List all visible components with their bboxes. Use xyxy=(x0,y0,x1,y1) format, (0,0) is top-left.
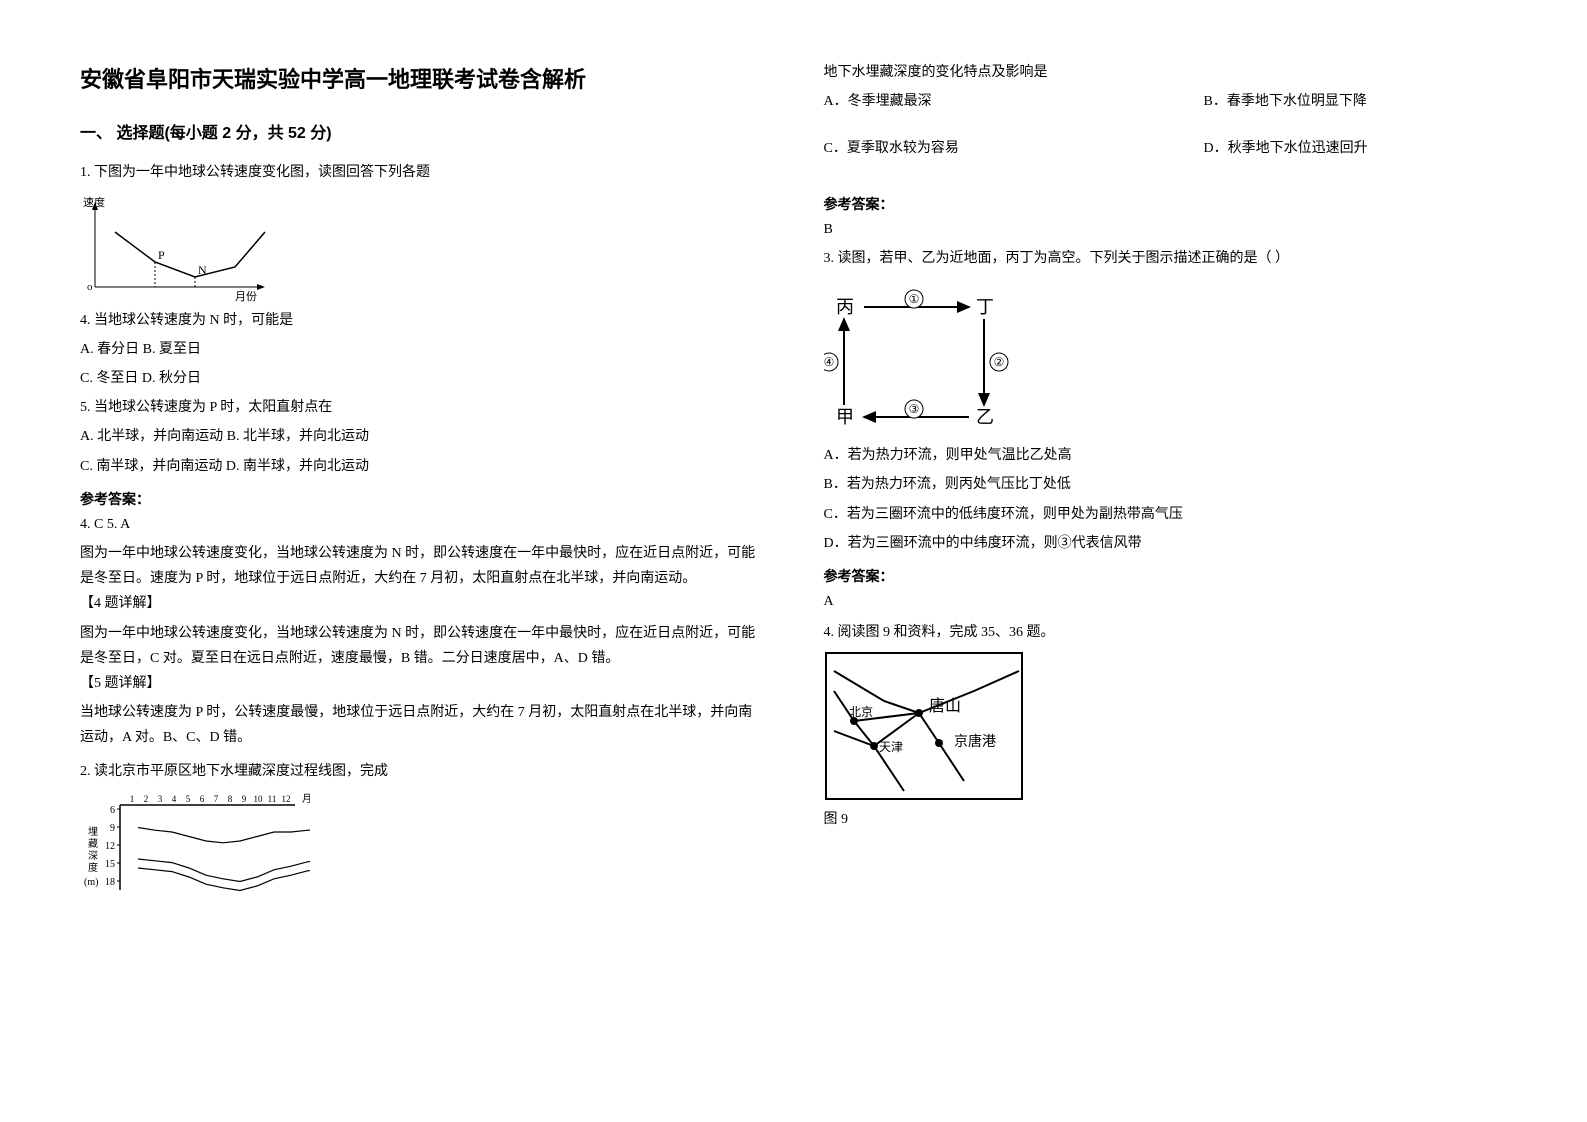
q2-answer: B xyxy=(824,217,1508,242)
q1-answer-label: 参考答案： xyxy=(80,487,764,512)
svg-text:6: 6 xyxy=(110,805,115,816)
q1-e5: 当地球公转速度为 P 时，公转速度最慢，地球位于远日点附近，大约在 7 月初，太… xyxy=(80,700,764,750)
svg-text:④: ④ xyxy=(824,355,834,369)
svg-text:12: 12 xyxy=(105,841,115,852)
svg-text:唐山: 唐山 xyxy=(929,697,961,715)
svg-text:11: 11 xyxy=(268,794,277,804)
q3-answer: A xyxy=(824,589,1508,614)
q1-answer: 4. C 5. A xyxy=(80,512,764,537)
svg-text:藏: 藏 xyxy=(88,838,98,850)
svg-text:丁: 丁 xyxy=(976,297,994,317)
q2-answer-label: 参考答案： xyxy=(824,192,1508,217)
svg-text:5: 5 xyxy=(186,794,191,804)
q1-sub5-opt1: A. 北半球，并向南运动 B. 北半球，并向北运动 xyxy=(80,424,764,449)
q3-diagram: 丙 丁甲 乙 ① ② ③ ④ xyxy=(824,277,1024,437)
svg-text:深: 深 xyxy=(88,850,98,862)
q1-sub4: 4. 当地球公转速度为 N 时，可能是 xyxy=(80,308,764,333)
svg-text:4: 4 xyxy=(172,794,177,804)
q1-sub4-opt2: C. 冬至日 D. 秋分日 xyxy=(80,366,764,391)
q4-map: 唐山京唐港 天津 北京 xyxy=(824,651,1024,801)
svg-text:3: 3 xyxy=(158,794,163,804)
svg-text:速度: 速度 xyxy=(83,195,105,209)
svg-text:9: 9 xyxy=(242,794,247,804)
q1-sub5-opt2: C. 南半球，并向南运动 D. 南半球，并向北运动 xyxy=(80,454,764,479)
page-title: 安徽省阜阳市天瑞实验中学高一地理联考试卷含解析 xyxy=(80,60,764,100)
svg-text:12: 12 xyxy=(282,794,291,804)
svg-text:1: 1 xyxy=(130,794,135,804)
q4-stem: 4. 阅读图 9 和资料，完成 35、36 题。 xyxy=(824,620,1508,645)
q3-answer-label: 参考答案： xyxy=(824,564,1508,589)
svg-text:乙: 乙 xyxy=(976,407,994,427)
section-heading: 一、 选择题(每小题 2 分，共 52 分) xyxy=(80,120,764,149)
q2-opt-d: D．秋季地下水位迅速回升 xyxy=(1204,136,1368,161)
svg-text:N: N xyxy=(198,263,207,277)
svg-text:丙: 丙 xyxy=(836,297,854,317)
q3-opt-c: C．若为三圈环流中的低纬度环流，则甲处为副热带高气压 xyxy=(824,502,1508,527)
svg-text:月份: 月份 xyxy=(302,793,310,805)
svg-text:京唐港: 京唐港 xyxy=(954,733,996,750)
q2-continue: 地下水埋藏深度的变化特点及影响是 xyxy=(824,60,1508,85)
q4-caption: 图 9 xyxy=(824,807,1508,832)
q1-chart: 速度月份 o N P xyxy=(80,192,270,302)
svg-text:15: 15 xyxy=(105,859,115,870)
q1-e5-title: 【5 题详解】 xyxy=(80,671,764,696)
svg-text:埋: 埋 xyxy=(88,826,98,838)
svg-text:北京: 北京 xyxy=(849,705,873,719)
q1-e4-title: 【4 题详解】 xyxy=(80,591,764,616)
svg-text:10: 10 xyxy=(254,794,264,804)
svg-text:7: 7 xyxy=(214,794,219,804)
svg-text:甲: 甲 xyxy=(836,407,854,427)
svg-text:9: 9 xyxy=(110,823,115,834)
svg-text:天津: 天津 xyxy=(879,740,903,754)
q2-chart: 123456789101112月份69121518埋藏深度(m)1980年199… xyxy=(80,790,310,900)
svg-text:o: o xyxy=(87,281,93,293)
svg-text:①: ① xyxy=(908,292,919,306)
q3-opt-a: A．若为热力环流，则甲处气温比乙处高 xyxy=(824,443,1508,468)
q2-opt-a: A．冬季埋藏最深 xyxy=(824,89,1204,114)
q3-opt-b: B．若为热力环流，则丙处气压比丁处低 xyxy=(824,472,1508,497)
svg-text:6: 6 xyxy=(200,794,205,804)
q1-sub4-opt1: A. 春分日 B. 夏至日 xyxy=(80,337,764,362)
svg-text:2: 2 xyxy=(144,794,149,804)
q1-e4: 图为一年中地球公转速度变化，当地球公转速度为 N 时，即公转速度在一年中最快时，… xyxy=(80,621,764,671)
q3-stem: 3. 读图，若甲、乙为近地面，丙丁为高空。下列关于图示描述正确的是（ ） xyxy=(824,246,1508,271)
svg-text:(m): (m) xyxy=(84,877,98,888)
svg-text:18: 18 xyxy=(105,877,115,888)
q2-stem: 2. 读北京市平原区地下水埋藏深度过程线图，完成 xyxy=(80,759,764,784)
q1-stem: 1. 下图为一年中地球公转速度变化图，读图回答下列各题 xyxy=(80,160,764,185)
svg-text:P: P xyxy=(158,248,165,262)
svg-text:月份: 月份 xyxy=(235,290,257,302)
q2-opt-c: C．夏季取水较为容易 xyxy=(824,136,1204,161)
q1-sub5: 5. 当地球公转速度为 P 时，太阳直射点在 xyxy=(80,395,764,420)
svg-text:③: ③ xyxy=(908,402,919,416)
svg-text:度: 度 xyxy=(88,861,98,874)
svg-text:8: 8 xyxy=(228,794,233,804)
q3-opt-d: D．若为三圈环流中的中纬度环流，则③代表信风带 xyxy=(824,531,1508,556)
svg-text:②: ② xyxy=(993,355,1004,369)
q1-summary: 图为一年中地球公转速度变化，当地球公转速度为 N 时，即公转速度在一年中最快时，… xyxy=(80,541,764,591)
q2-opt-b: B．春季地下水位明显下降 xyxy=(1204,89,1367,114)
